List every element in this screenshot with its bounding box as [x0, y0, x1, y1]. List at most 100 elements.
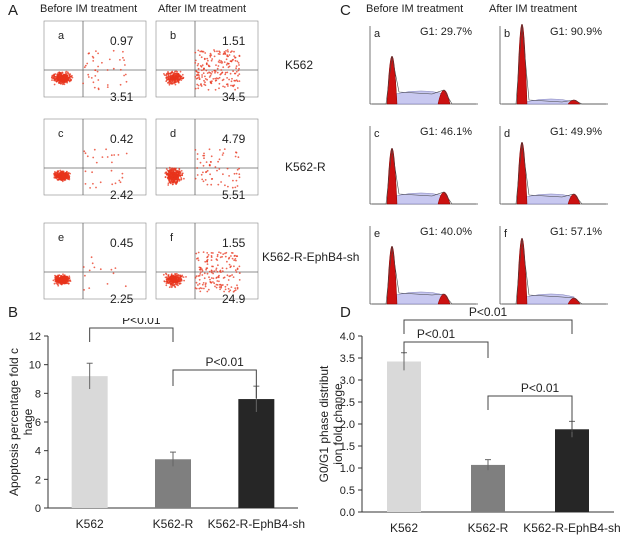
y-tick-label: 8 — [35, 388, 41, 400]
x-tick-label: K562 — [76, 517, 104, 531]
x-tick-label: K562-R-EphB4-sh — [523, 521, 620, 535]
cycle-g1-label-f: G1: 57.1% — [550, 226, 602, 238]
y-axis-title-line1: G0/G1 phase distribut — [317, 365, 331, 482]
significance-label: P<0.01 — [417, 327, 456, 341]
x-tick-label: K562 — [390, 521, 418, 535]
flow-lower-right-a: 3.51 — [110, 90, 134, 104]
flow-dots — [162, 251, 241, 293]
significance-label: P<0.01 — [122, 318, 161, 327]
bar-k562-r — [471, 464, 505, 512]
cycle-sublabel-d: d — [504, 128, 511, 140]
flow-upper-right-c: 0.42 — [110, 132, 134, 146]
panel-d-letter: D — [340, 304, 351, 321]
cycle-outline — [502, 237, 606, 305]
cycle-g1-label-c: G1: 46.1% — [420, 126, 472, 138]
flow-plot-c — [43, 118, 147, 196]
cycle-g2-peak — [437, 191, 451, 205]
row-label-k562: K562 — [285, 58, 314, 72]
x-tick-label: K562-R-EphB4-sh — [208, 517, 305, 531]
cycle-outline — [372, 55, 476, 105]
y-tick-label: 1.0 — [340, 463, 355, 475]
cycle-sublabel-b: b — [504, 28, 511, 40]
flow-lower-right-f: 24.9 — [222, 292, 246, 306]
flow-plot-a — [43, 20, 147, 98]
flow-plot-e — [43, 222, 147, 300]
cycle-g2-peak — [567, 193, 581, 205]
flow-sublabel-a: a — [58, 30, 65, 42]
y-tick-label: 0 — [35, 503, 41, 515]
cycle-g1-peak — [516, 142, 528, 205]
y-tick-label: 2.5 — [340, 397, 355, 409]
cycle-sublabel-a: a — [374, 28, 381, 40]
chart-b-apoptosis: 0 2 4 6 8 10 12 Apoptosis percentage fold chage… — [7, 318, 305, 531]
panel-a-letter: A — [8, 2, 19, 19]
y-tick-label: 0.5 — [340, 485, 355, 497]
cycle-g1-label-d: G1: 49.9% — [550, 126, 602, 138]
y-tick-label: 2.0 — [340, 419, 355, 431]
cycle-g2-peak — [437, 293, 451, 305]
y-tick-label: 1.5 — [340, 441, 355, 453]
y-tick-label: 10 — [29, 360, 41, 372]
flow-upper-right-d: 4.79 — [222, 132, 246, 146]
panel-b-letter: B — [8, 304, 19, 321]
flow-frame — [43, 222, 147, 300]
flow-upper-right-b: 1.51 — [222, 34, 246, 48]
significance-bracket — [89, 327, 174, 342]
flow-plot-f — [155, 222, 259, 300]
flow-dots — [164, 148, 241, 189]
flow-plot-b — [155, 20, 259, 98]
cycle-s-phase-fill — [525, 293, 575, 305]
cycle-g1-peak — [386, 148, 398, 205]
flow-plot-d — [155, 118, 259, 196]
flow-dots — [52, 256, 127, 291]
y-tick-label: 0.0 — [340, 507, 355, 519]
y-axis-title: G0/G1 phase distribution fold change — [317, 365, 345, 482]
cycle-plot-b — [499, 23, 608, 105]
cycle-g1-peak — [386, 246, 398, 305]
flow-sublabel-c: c — [58, 128, 64, 140]
flow-upper-right-e: 0.45 — [110, 236, 134, 250]
significance-label: P<0.01 — [205, 355, 244, 369]
cycle-outline — [502, 141, 606, 205]
y-tick-label: 6 — [35, 417, 41, 429]
cycle-g2-peak — [437, 89, 451, 105]
flow-lower-right-d: 5.51 — [222, 188, 246, 202]
cycle-outline — [372, 147, 476, 205]
cycle-g1-label-b: G1: 90.9% — [550, 26, 602, 38]
cycle-plot-a — [369, 26, 478, 105]
flow-sublabel-d: d — [170, 128, 177, 140]
flow-sublabel-f: f — [170, 232, 174, 244]
significance-bracket — [403, 319, 573, 334]
panel-c-header-after: After IM treatment — [489, 3, 578, 15]
cycle-sublabel-f: f — [504, 228, 508, 240]
chart-d-g1-distribution: 0.0 0.5 1.0 1.5 2.0 2.5 3.0 3.5 4.0 G0/G1 phase d… — [317, 306, 621, 535]
cycle-g2-peak — [567, 297, 581, 305]
y-axis-title: Apoptosis percentage fold chage — [7, 348, 35, 496]
x-tick-label: K562-R — [153, 517, 194, 531]
y-axis-title-line2: hage — [21, 408, 35, 435]
cycle-plot-e — [369, 226, 478, 305]
cycle-outline — [372, 245, 476, 305]
flow-lower-right-c: 2.42 — [110, 188, 134, 202]
cycle-g1-peak — [516, 237, 528, 305]
y-tick-label: 3.0 — [340, 375, 355, 387]
cycle-sublabel-c: c — [374, 128, 380, 140]
y-tick-label: 3.5 — [340, 353, 355, 365]
y-axis-title-line2: ion fold change — [331, 383, 345, 465]
cycle-sublabel-e: e — [374, 228, 381, 240]
y-tick-label: 4.0 — [340, 331, 355, 343]
panel-a-header-after: After IM treatment — [158, 3, 247, 15]
flow-upper-right-a: 0.97 — [110, 34, 134, 48]
flow-sublabel-b: b — [170, 30, 177, 42]
flow-frame — [43, 118, 147, 196]
cycle-plot-d — [499, 126, 608, 205]
bar-k562 — [71, 376, 108, 508]
flow-sublabel-e: e — [58, 232, 65, 244]
bar-k562-r-ephb4-sh — [555, 429, 589, 512]
significance-label: P<0.01 — [469, 306, 508, 319]
bar-k562 — [387, 361, 421, 512]
cycle-s-phase-fill — [395, 291, 445, 305]
flow-dots — [51, 49, 128, 91]
significance-bracket — [403, 341, 489, 358]
cycle-g1-label-e: G1: 40.0% — [420, 226, 472, 238]
